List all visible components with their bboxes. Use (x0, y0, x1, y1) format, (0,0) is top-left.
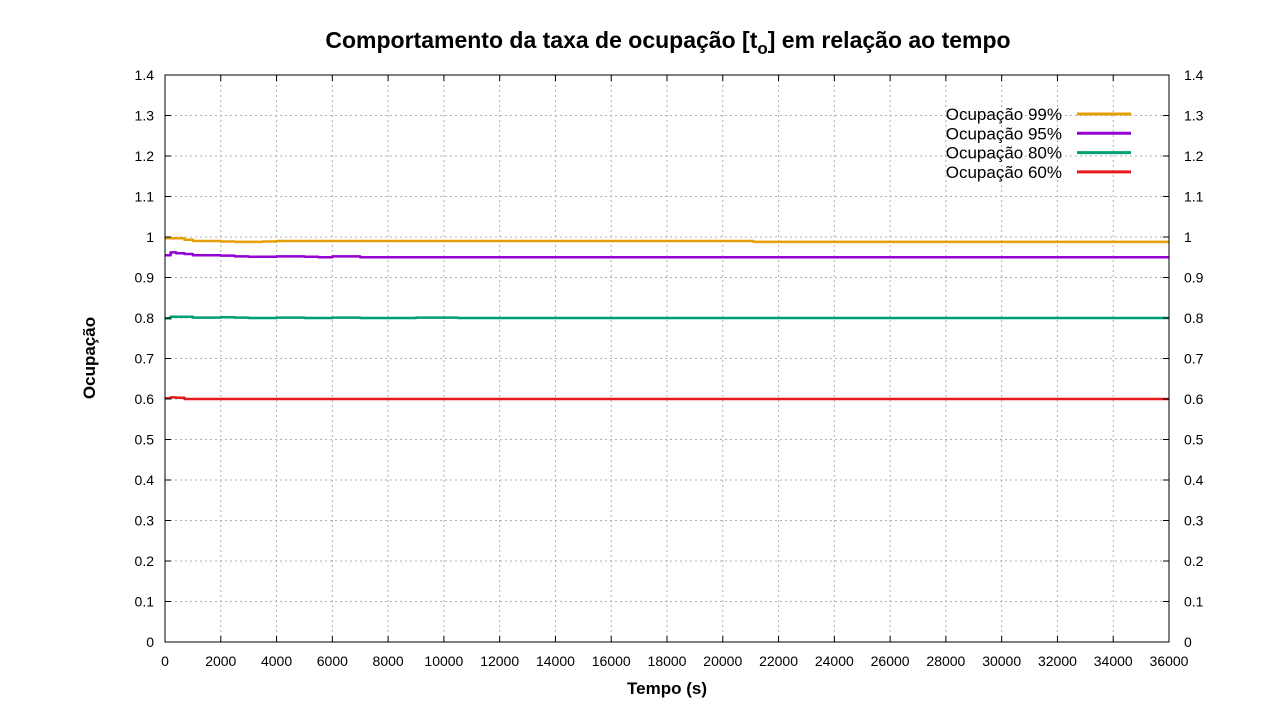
y-tick-label: 0.8 (135, 310, 155, 326)
y-axis-title: Ocupação (80, 317, 99, 399)
x-tick-label: 4000 (261, 653, 292, 669)
x-tick-label: 10000 (424, 653, 463, 669)
y-tick-label: 0.9 (135, 270, 155, 286)
x-tick-label: 18000 (648, 653, 687, 669)
y-tick-label: 0 (146, 634, 154, 650)
legend-label: Ocupação 60% (946, 163, 1062, 182)
y-tick-label: 0.5 (135, 432, 155, 448)
legend-label: Ocupação 95% (946, 124, 1062, 143)
y-tick-label: 1.1 (135, 189, 155, 205)
y-tick-label: 0.4 (135, 472, 155, 488)
y2-tick-label: 0.7 (1184, 351, 1204, 367)
y2-tick-label: 0.2 (1184, 553, 1204, 569)
y2-tick-label: 1.2 (1184, 148, 1204, 164)
x-axis-title: Tempo (s) (627, 679, 707, 698)
y-tick-label: 1 (146, 229, 154, 245)
legend-label: Ocupação 99% (946, 105, 1062, 124)
y2-tick-label: 1.4 (1184, 67, 1204, 83)
y-tick-label: 0.3 (135, 513, 155, 529)
x-tick-label: 32000 (1038, 653, 1077, 669)
x-tick-label: 8000 (373, 653, 404, 669)
y2-tick-label: 0.9 (1184, 270, 1204, 286)
y-tick-label: 0.1 (135, 594, 155, 610)
y2-tick-label: 0.3 (1184, 513, 1204, 529)
x-tick-label: 24000 (815, 653, 854, 669)
y2-tick-label: 0.6 (1184, 391, 1204, 407)
x-tick-label: 14000 (536, 653, 575, 669)
x-tick-label: 6000 (317, 653, 348, 669)
x-tick-label: 36000 (1150, 653, 1189, 669)
legend-label: Ocupação 80% (946, 144, 1062, 163)
y2-tick-label: 0.5 (1184, 432, 1204, 448)
series-line-1 (165, 251, 1169, 259)
y-tick-label: 0.7 (135, 351, 155, 367)
y2-tick-label: 0.4 (1184, 472, 1204, 488)
y-tick-label: 1.4 (135, 67, 155, 83)
series-line-2 (165, 315, 1169, 320)
y-tick-label: 1.3 (135, 108, 155, 124)
y2-tick-label: 1.3 (1184, 108, 1204, 124)
chart-title-subscript: o (757, 39, 767, 58)
x-tick-label: 2000 (205, 653, 236, 669)
chart-title-main: Comportamento da taxa de ocupação [t (325, 27, 757, 53)
chart-title-end: ] em relação ao tempo (768, 27, 1011, 53)
legend: Ocupação 99%Ocupação 95%Ocupação 80%Ocup… (946, 105, 1131, 182)
x-tick-label: 12000 (480, 653, 519, 669)
series-layer (165, 236, 1169, 401)
x-tick-label: 16000 (592, 653, 631, 669)
y2-tick-label: 0.8 (1184, 310, 1204, 326)
series-line-3 (165, 396, 1169, 401)
x-tick-label: 22000 (759, 653, 798, 669)
y2-tick-label: 0 (1184, 634, 1192, 650)
x-tick-label: 34000 (1094, 653, 1133, 669)
y2-tick-label: 1.1 (1184, 189, 1204, 205)
y2-tick-label: 1 (1184, 229, 1192, 245)
y-tick-label: 0.2 (135, 553, 155, 569)
y-tick-label: 0.6 (135, 391, 155, 407)
y2-tick-label: 0.1 (1184, 594, 1204, 610)
x-tick-label: 28000 (926, 653, 965, 669)
y-tick-label: 1.2 (135, 148, 155, 164)
ticks: 0 2000 4000 6000 8000 10000 12000 14000 16000 180… (135, 67, 1204, 669)
series-line-0 (165, 236, 1169, 244)
x-tick-label: 26000 (871, 653, 910, 669)
chart-title: Comportamento da taxa de ocupação [to] e… (325, 27, 1010, 58)
x-tick-label: 0 (161, 653, 169, 669)
x-tick-label: 20000 (703, 653, 742, 669)
x-tick-label: 30000 (982, 653, 1021, 669)
